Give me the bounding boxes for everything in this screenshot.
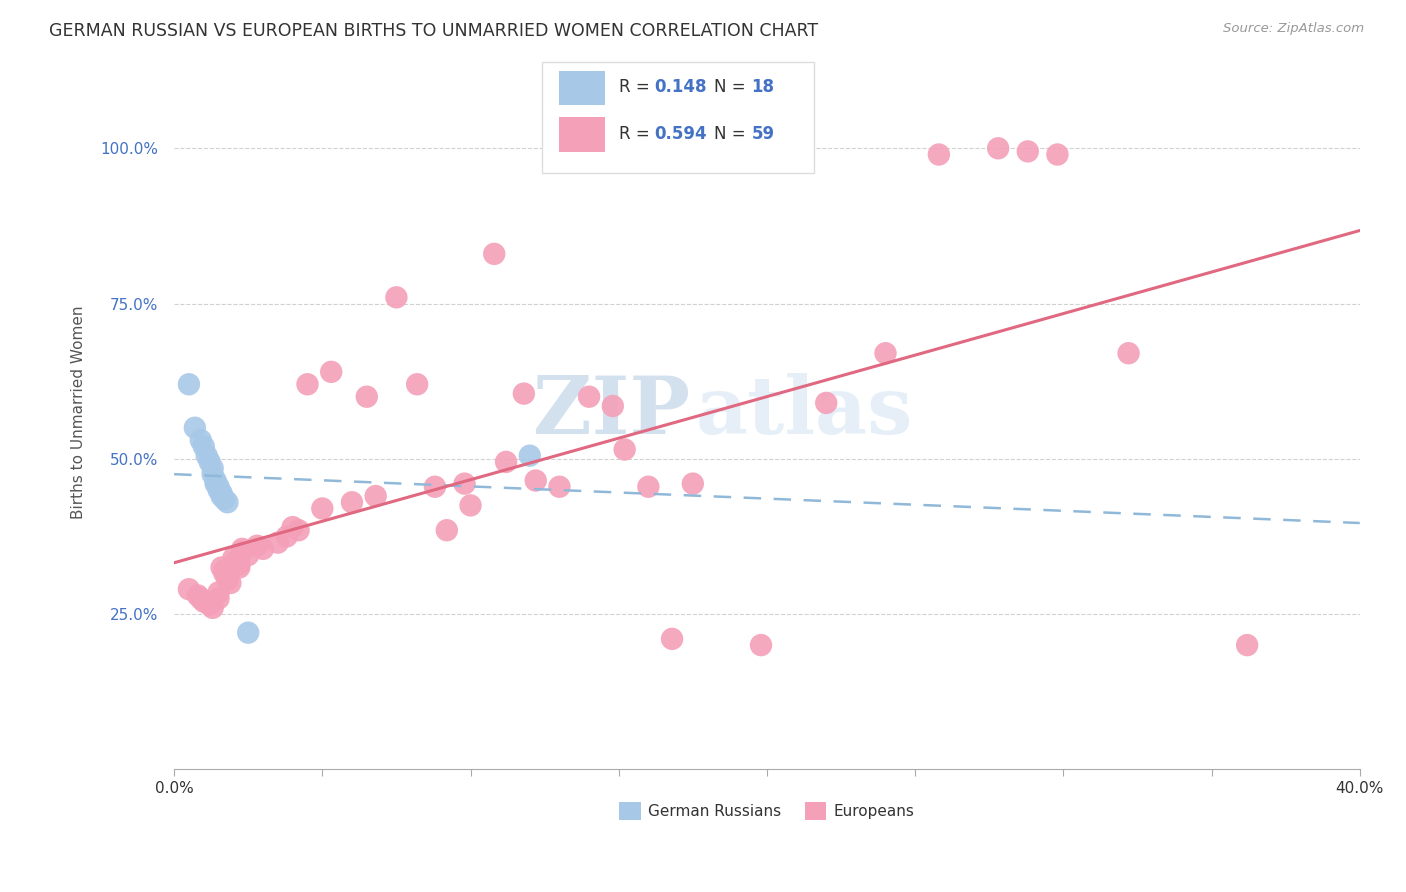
Text: GERMAN RUSSIAN VS EUROPEAN BIRTHS TO UNMARRIED WOMEN CORRELATION CHART: GERMAN RUSSIAN VS EUROPEAN BIRTHS TO UNM… bbox=[49, 22, 818, 40]
Point bbox=[297, 377, 319, 392]
Point bbox=[513, 386, 536, 401]
Point bbox=[177, 377, 200, 392]
Point bbox=[198, 598, 221, 612]
Point bbox=[406, 377, 429, 392]
Text: N =: N = bbox=[714, 78, 745, 96]
Point bbox=[198, 455, 221, 469]
FancyBboxPatch shape bbox=[541, 62, 814, 173]
Point bbox=[682, 476, 704, 491]
Point bbox=[495, 455, 517, 469]
Point bbox=[177, 582, 200, 597]
Point bbox=[1236, 638, 1258, 652]
Point bbox=[219, 576, 242, 591]
Point bbox=[281, 520, 304, 534]
Point bbox=[211, 486, 233, 500]
Point bbox=[204, 476, 226, 491]
Point bbox=[276, 529, 298, 543]
Point bbox=[222, 551, 245, 566]
Text: N =: N = bbox=[714, 126, 745, 144]
Legend: German Russians, Europeans: German Russians, Europeans bbox=[613, 796, 921, 826]
Point bbox=[356, 390, 378, 404]
Point bbox=[1118, 346, 1140, 360]
Point bbox=[749, 638, 772, 652]
Point bbox=[987, 141, 1010, 155]
Text: 59: 59 bbox=[752, 126, 775, 144]
Text: Source: ZipAtlas.com: Source: ZipAtlas.com bbox=[1223, 22, 1364, 36]
FancyBboxPatch shape bbox=[560, 70, 605, 105]
Point bbox=[524, 474, 547, 488]
Point bbox=[252, 541, 274, 556]
Point bbox=[875, 346, 897, 360]
Point bbox=[1017, 145, 1039, 159]
Point bbox=[204, 474, 226, 488]
Point bbox=[214, 564, 236, 578]
Point bbox=[225, 554, 247, 568]
Point bbox=[193, 439, 215, 453]
Point bbox=[231, 541, 253, 556]
Point bbox=[184, 421, 207, 435]
Point bbox=[228, 558, 250, 572]
Text: R =: R = bbox=[619, 78, 650, 96]
Point bbox=[1046, 147, 1069, 161]
Point bbox=[364, 489, 387, 503]
Text: atlas: atlas bbox=[696, 373, 912, 451]
Point bbox=[340, 495, 363, 509]
Point bbox=[311, 501, 333, 516]
Point bbox=[207, 591, 229, 606]
Point bbox=[217, 495, 239, 509]
Point bbox=[214, 566, 236, 581]
Point bbox=[207, 585, 229, 599]
Point bbox=[217, 573, 239, 587]
Point bbox=[519, 449, 541, 463]
Point bbox=[211, 560, 233, 574]
Point bbox=[613, 442, 636, 457]
Point bbox=[207, 483, 229, 497]
Point bbox=[267, 535, 290, 549]
Point bbox=[201, 461, 224, 475]
Point bbox=[211, 489, 233, 503]
Point bbox=[815, 396, 838, 410]
Text: 0.148: 0.148 bbox=[654, 78, 707, 96]
Text: R =: R = bbox=[619, 126, 650, 144]
FancyBboxPatch shape bbox=[560, 117, 605, 152]
Point bbox=[321, 365, 343, 379]
Point bbox=[484, 247, 506, 261]
Point bbox=[193, 594, 215, 608]
Point bbox=[187, 589, 209, 603]
Point bbox=[928, 147, 950, 161]
Point bbox=[238, 548, 260, 562]
Point bbox=[436, 523, 458, 537]
Point bbox=[201, 467, 224, 482]
Point bbox=[190, 433, 212, 447]
Point bbox=[637, 480, 659, 494]
Point bbox=[385, 290, 408, 304]
Point bbox=[460, 499, 482, 513]
Point bbox=[246, 539, 269, 553]
Point bbox=[222, 558, 245, 572]
Point bbox=[602, 399, 624, 413]
Y-axis label: Births to Unmarried Women: Births to Unmarried Women bbox=[72, 305, 86, 519]
Point bbox=[195, 449, 218, 463]
Point bbox=[201, 600, 224, 615]
Point bbox=[214, 492, 236, 507]
Point bbox=[207, 480, 229, 494]
Point bbox=[548, 480, 571, 494]
Point bbox=[238, 625, 260, 640]
Point bbox=[287, 523, 309, 537]
Point bbox=[190, 591, 212, 606]
Point bbox=[217, 570, 239, 584]
Point bbox=[231, 545, 253, 559]
Text: ZIP: ZIP bbox=[533, 373, 690, 451]
Point bbox=[578, 390, 600, 404]
Point bbox=[423, 480, 446, 494]
Point bbox=[453, 476, 475, 491]
Point bbox=[661, 632, 683, 646]
Text: 18: 18 bbox=[752, 78, 775, 96]
Text: 0.594: 0.594 bbox=[654, 126, 707, 144]
Point bbox=[228, 560, 250, 574]
